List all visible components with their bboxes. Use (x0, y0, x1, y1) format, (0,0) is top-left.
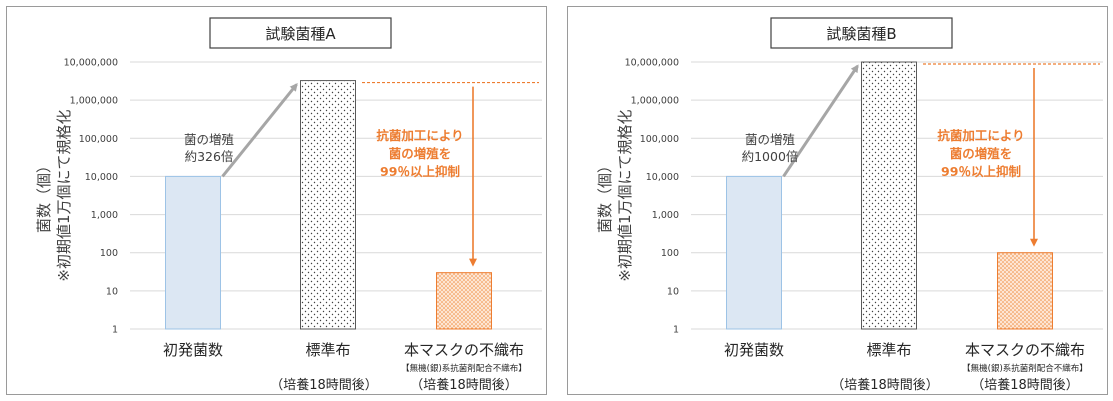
x-category-note: 【無機(銀)系抗菌剤配合不織布】 (962, 363, 1088, 374)
y-axis-label-note: ※初期値1万個にて規格化 (55, 109, 73, 281)
y-axis-label: 菌数（個） (35, 158, 53, 233)
chart-b-svg: 1 10 100 1,000 10,000 100,000 1,000,000 10,000,… (568, 7, 1109, 396)
bar-1 (166, 176, 221, 329)
suppression-annotation-line: 99％以上抑制 (941, 164, 1021, 179)
x-category-label: 標準布 (305, 341, 350, 359)
suppression-annotation-line: 抗菌加工により (376, 128, 463, 143)
x-category-label: 初発菌数 (163, 341, 223, 359)
y-tick-label: 10,000,000 (64, 58, 118, 69)
y-tick-label: 10 (106, 286, 118, 297)
chart-title: 試験菌種B (826, 25, 896, 43)
chart-panel-b: 1 10 100 1,000 10,000 100,000 1,000,000 10,000,… (567, 6, 1108, 395)
y-tick-label: 1 (112, 325, 118, 336)
y-tick-label: 100 (100, 248, 118, 259)
growth-annotation-line1: 菌の増殖 (184, 132, 234, 147)
suppression-annotation-line: 菌の増殖を (389, 146, 452, 161)
y-tick-label: 100 (661, 248, 679, 259)
chart-panel-a: 1 10 100 1,000 10,000 100,000 1,000,000 10,000,… (6, 6, 547, 395)
growth-annotation-line2: 約1000倍 (742, 149, 799, 164)
y-tick-label: 1,000 (652, 210, 679, 221)
x-category-sublabel: （培養18時間後） (410, 377, 518, 393)
suppression-annotation-line: 菌の増殖を (950, 146, 1013, 161)
x-category-sublabel: （培養18時間後） (270, 377, 378, 393)
y-axis-label-note: ※初期値1万個にて規格化 (616, 109, 634, 281)
y-tick-label: 100,000 (79, 134, 118, 145)
y-tick-label: 1,000,000 (631, 96, 679, 107)
x-category-sublabel: （培養18時間後） (971, 377, 1079, 393)
y-tick-label: 10 (667, 286, 679, 297)
bar-3 (437, 273, 492, 329)
growth-annotation-line1: 菌の増殖 (745, 132, 795, 147)
x-category-sublabel: （培養18時間後） (831, 377, 939, 393)
y-tick-label: 10,000 (85, 172, 118, 183)
x-category-label: 本マスクの不織布 (404, 341, 524, 359)
y-tick-label: 10,000 (646, 172, 679, 183)
y-tick-label: 100,000 (640, 134, 679, 145)
y-tick-label: 1,000 (91, 210, 118, 221)
x-category-note: 【無機(銀)系抗菌剤配合不織布】 (401, 363, 527, 374)
bar-2 (862, 62, 917, 329)
x-category-label: 標準布 (866, 341, 911, 359)
y-axis-label: 菌数（個） (596, 158, 614, 233)
chart-a-svg: 1 10 100 1,000 10,000 100,000 1,000,000 10,000,… (7, 7, 548, 396)
bar-3 (998, 253, 1053, 329)
y-tick-label: 10,000,000 (625, 58, 679, 69)
suppression-annotation-line: 99％以上抑制 (380, 164, 460, 179)
growth-annotation-line2: 約326倍 (185, 149, 234, 164)
growth-arrow (223, 85, 297, 177)
x-category-label: 初発菌数 (724, 341, 784, 359)
bar-1 (727, 176, 782, 329)
y-tick-label: 1 (673, 325, 679, 336)
chart-title: 試験菌種A (265, 25, 336, 43)
y-tick-label: 1,000,000 (70, 96, 118, 107)
x-category-label: 本マスクの不織布 (965, 341, 1085, 359)
bar-2 (301, 81, 356, 329)
suppression-annotation-line: 抗菌加工により (937, 128, 1024, 143)
